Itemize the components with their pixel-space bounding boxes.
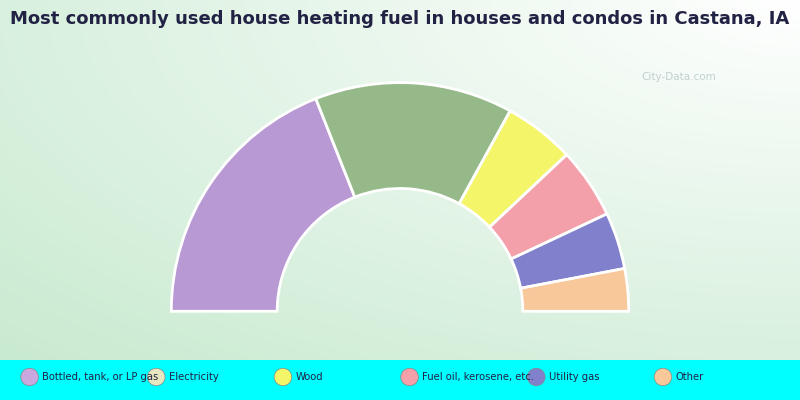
Text: Utility gas: Utility gas [549,372,599,382]
Wedge shape [316,82,510,204]
Text: Other: Other [676,372,704,382]
Ellipse shape [401,368,418,386]
Text: Electricity: Electricity [169,372,219,382]
Text: Fuel oil, kerosene, etc.: Fuel oil, kerosene, etc. [422,372,534,382]
Text: City-Data.com: City-Data.com [642,72,716,82]
Wedge shape [490,155,607,259]
Wedge shape [171,99,354,311]
Ellipse shape [654,368,672,386]
Wedge shape [459,111,566,227]
Ellipse shape [527,368,545,386]
Ellipse shape [274,368,292,386]
Wedge shape [511,214,625,288]
Text: Most commonly used house heating fuel in houses and condos in Castana, IA: Most commonly used house heating fuel in… [10,10,790,28]
Text: Bottled, tank, or LP gas: Bottled, tank, or LP gas [42,372,158,382]
Text: Wood: Wood [296,372,323,382]
Ellipse shape [147,368,165,386]
Ellipse shape [21,368,38,386]
Wedge shape [521,268,629,311]
